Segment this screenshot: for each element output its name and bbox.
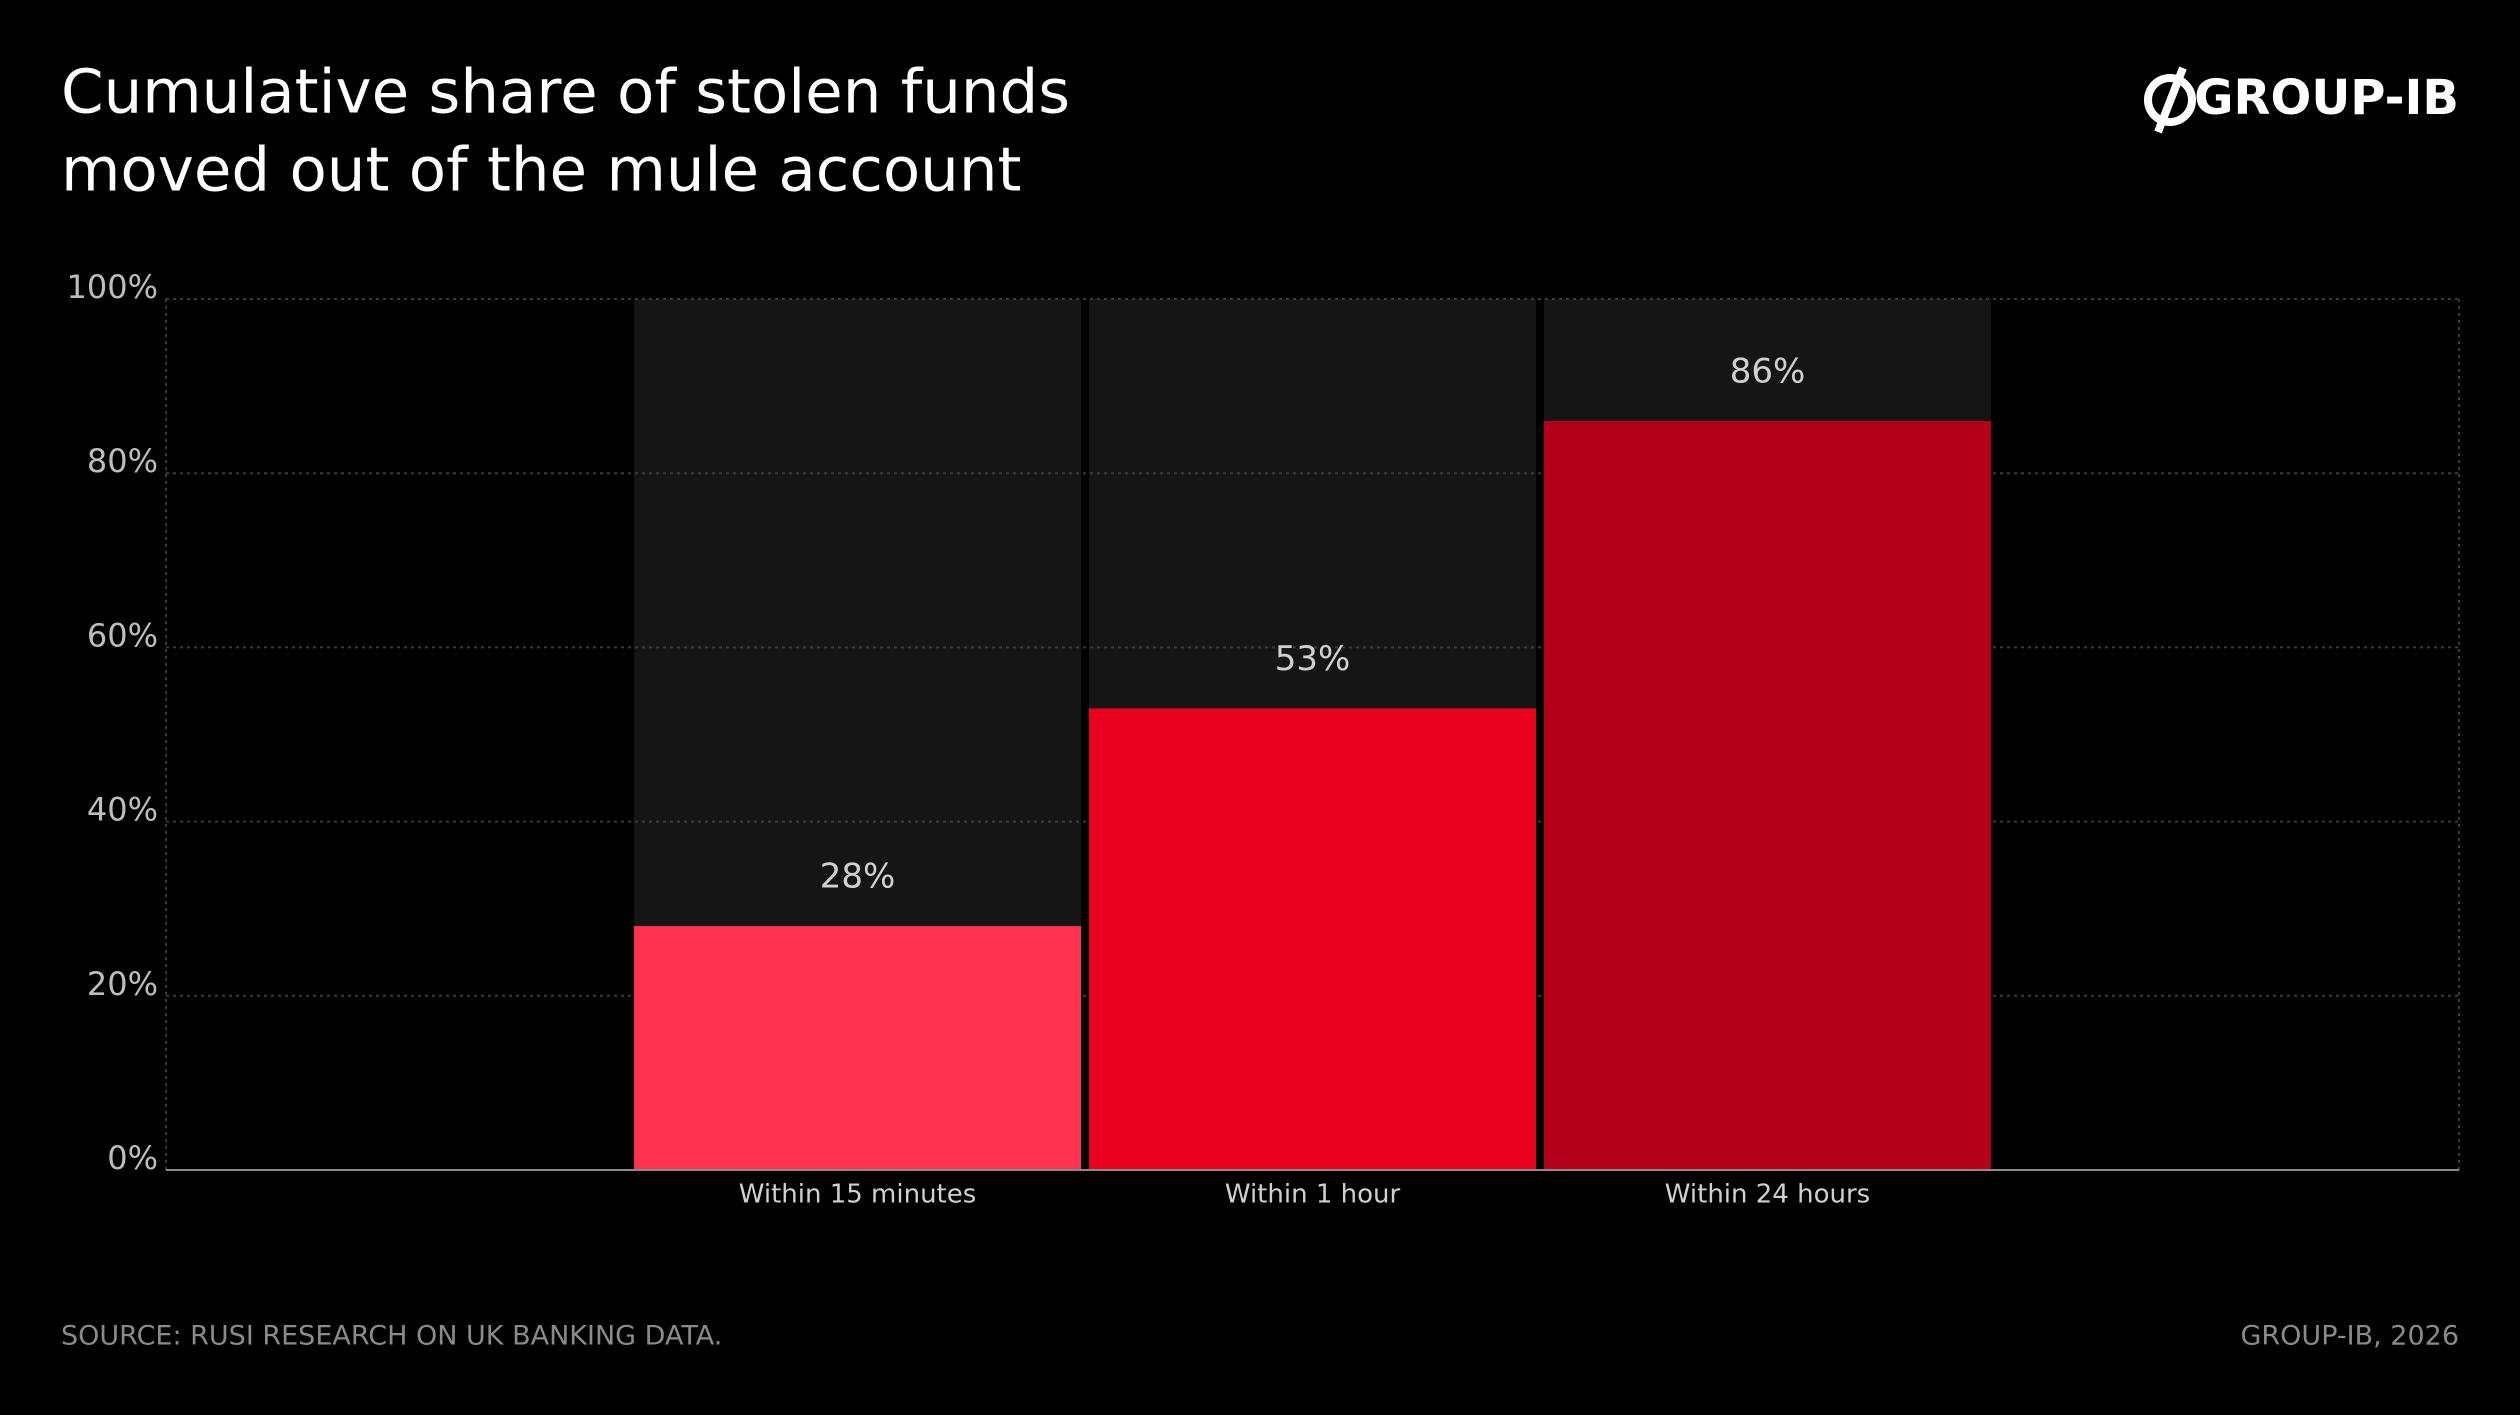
y-tick-label: 100%	[67, 268, 158, 306]
y-tick-label: 80%	[87, 442, 158, 480]
logo-text: GROUP-IB	[2194, 70, 2459, 126]
data-label: 53%	[1275, 639, 1351, 679]
data-label: 86%	[1730, 351, 1806, 391]
x-tick-label: Within 15 minutes	[739, 1180, 977, 1210]
bar	[1544, 420, 1991, 1170]
bar	[634, 926, 1081, 1170]
bar	[1089, 708, 1536, 1170]
logo: GROUP-IB	[2144, 66, 2459, 134]
chart-title: moved out of the mule account	[61, 135, 1021, 206]
source-note: SOURCE: RUSI RESEARCH ON UK BANKING DATA…	[61, 1321, 722, 1352]
data-label: 28%	[820, 857, 896, 897]
logo-icon	[2154, 66, 2187, 134]
y-tick-label: 40%	[87, 791, 158, 829]
y-tick-label: 20%	[87, 965, 158, 1003]
x-tick-label: Within 1 hour	[1225, 1180, 1401, 1210]
credit: GROUP-IB, 2026	[2241, 1321, 2460, 1352]
x-tick-label: Within 24 hours	[1665, 1180, 1870, 1210]
y-tick-label: 60%	[87, 616, 158, 654]
y-tick-label: 0%	[107, 1139, 158, 1177]
chart-title: Cumulative share of stolen funds	[61, 57, 1070, 128]
logo-icon	[2144, 74, 2196, 126]
